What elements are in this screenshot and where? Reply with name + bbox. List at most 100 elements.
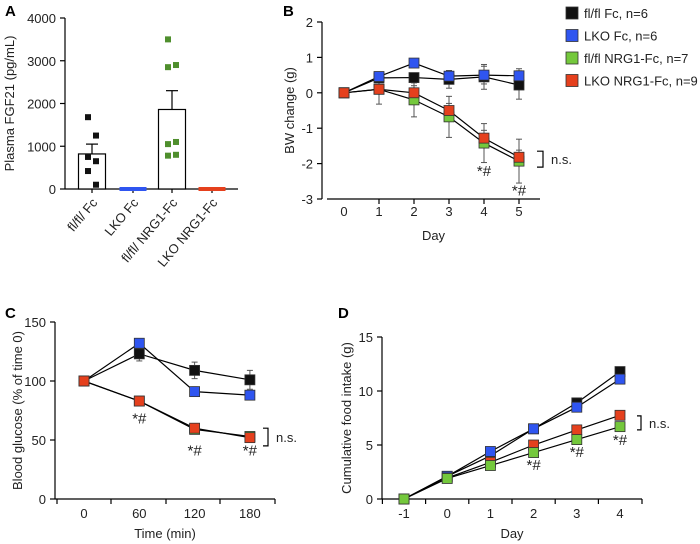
data-point [93, 181, 99, 188]
significance-annotation: *# [188, 442, 203, 459]
series-line-blue [403, 378, 621, 500]
significance-annotation: *# [613, 432, 628, 449]
legend-swatch-red [565, 74, 579, 87]
data-point-black [408, 72, 420, 83]
x-tick-label: 2 [530, 506, 537, 521]
data-point-red [189, 422, 201, 434]
data-point [93, 158, 99, 165]
y-tick-label: 50 [32, 433, 46, 448]
significance-annotation: *# [477, 163, 492, 180]
data-point [165, 141, 171, 148]
y-tick-label: 0 [306, 86, 313, 101]
data-point [85, 153, 91, 160]
data-point-blue [571, 401, 583, 413]
data-point-red [373, 83, 385, 95]
x-tick-label: 3 [445, 204, 452, 219]
significance-annotation: *# [570, 444, 585, 461]
x-tick-label: 3 [573, 506, 580, 521]
y-tick-label: 150 [24, 315, 46, 330]
x-axis-title: Day [422, 228, 446, 243]
x-tick-label: 180 [239, 506, 261, 521]
data-point [165, 64, 171, 71]
x-tick-label: 0 [80, 506, 87, 521]
data-point-blue [478, 69, 490, 81]
legend-label: LKO Fc, n=6 [584, 29, 657, 44]
y-tick-label: 4000 [27, 11, 56, 26]
legend-swatch-black [565, 6, 579, 20]
data-point-green [484, 460, 496, 471]
significance-annotation: *# [512, 182, 527, 199]
y-tick-label: 0 [39, 492, 46, 507]
y-tick-label: 0 [49, 182, 56, 197]
legend-label: fl/fl Fc, n=6 [584, 6, 648, 21]
x-tick-label: 0 [444, 506, 451, 521]
legend-swatch-blue [565, 29, 579, 42]
series-line-green [403, 426, 621, 500]
series-line-black [83, 353, 251, 382]
x-tick-label: 60 [132, 506, 146, 521]
y-tick-label: 0 [366, 492, 373, 507]
y-tick-label: -2 [301, 157, 313, 172]
significance-annotation: *# [243, 442, 258, 459]
bar [157, 108, 187, 190]
series-line-red [343, 88, 520, 158]
data-point-red [408, 87, 420, 99]
y-tick-label: -1 [301, 121, 313, 136]
data-point-blue [484, 446, 496, 457]
series-line-red [403, 414, 621, 500]
y-tick-label: 5 [366, 438, 373, 453]
data-point [93, 132, 99, 139]
data-point-green [398, 493, 410, 505]
data-point-green [528, 447, 539, 458]
data-point [85, 168, 91, 175]
y-axis-title: Plasma FGF21 (pg/mL) [2, 36, 17, 172]
x-axis-title: Time (min) [134, 526, 196, 541]
y-tick-label: 10 [359, 384, 373, 399]
data-point-red [478, 132, 490, 144]
y-tick-label: 1000 [27, 139, 56, 154]
y-tick-label: 2000 [27, 97, 56, 112]
x-axis-title: Day [500, 526, 524, 541]
data-point-blue [408, 57, 420, 69]
bar [198, 187, 226, 191]
panel-label-d: D [338, 305, 349, 322]
legend-label: LKO NRG1-Fc, n=9 [584, 74, 698, 89]
x-tick-label: 1 [487, 506, 494, 521]
ns-bracket [537, 150, 544, 168]
data-point-blue [443, 70, 455, 82]
y-tick-label: -3 [301, 192, 313, 207]
data-point-black [133, 348, 145, 360]
data-point-green [614, 421, 626, 433]
data-point-red [614, 409, 626, 421]
x-tick-label: 1 [375, 204, 382, 219]
data-point-red [338, 87, 350, 99]
series-line-red [83, 380, 251, 439]
series-line-black [403, 371, 621, 500]
x-tick-label: 120 [184, 506, 206, 521]
series-line-green [83, 380, 250, 438]
data-point-red [133, 395, 145, 407]
data-point [85, 114, 91, 121]
series-line-green [343, 88, 520, 162]
series-line-blue [343, 62, 520, 94]
panel-label-c: C [5, 305, 16, 322]
ns-label: n.s. [551, 152, 572, 167]
significance-annotation: *# [132, 410, 147, 427]
ns-label: n.s. [276, 430, 297, 445]
data-point-blue [614, 373, 626, 385]
data-point [173, 151, 179, 158]
data-point-blue [189, 386, 201, 398]
data-point-black [244, 374, 256, 386]
x-tick-label: -1 [398, 506, 410, 521]
data-point-green [571, 434, 583, 446]
data-point-red [78, 375, 90, 387]
bar [119, 187, 147, 191]
x-tick-label: 4 [480, 204, 487, 219]
data-point-blue [244, 389, 256, 401]
data-point-red [443, 105, 455, 116]
y-axis-title: Cumulative food intake (g) [339, 342, 354, 494]
ns-label: n.s. [649, 416, 670, 431]
y-axis-title: BW change (g) [282, 67, 297, 154]
y-tick-label: 15 [359, 330, 373, 345]
